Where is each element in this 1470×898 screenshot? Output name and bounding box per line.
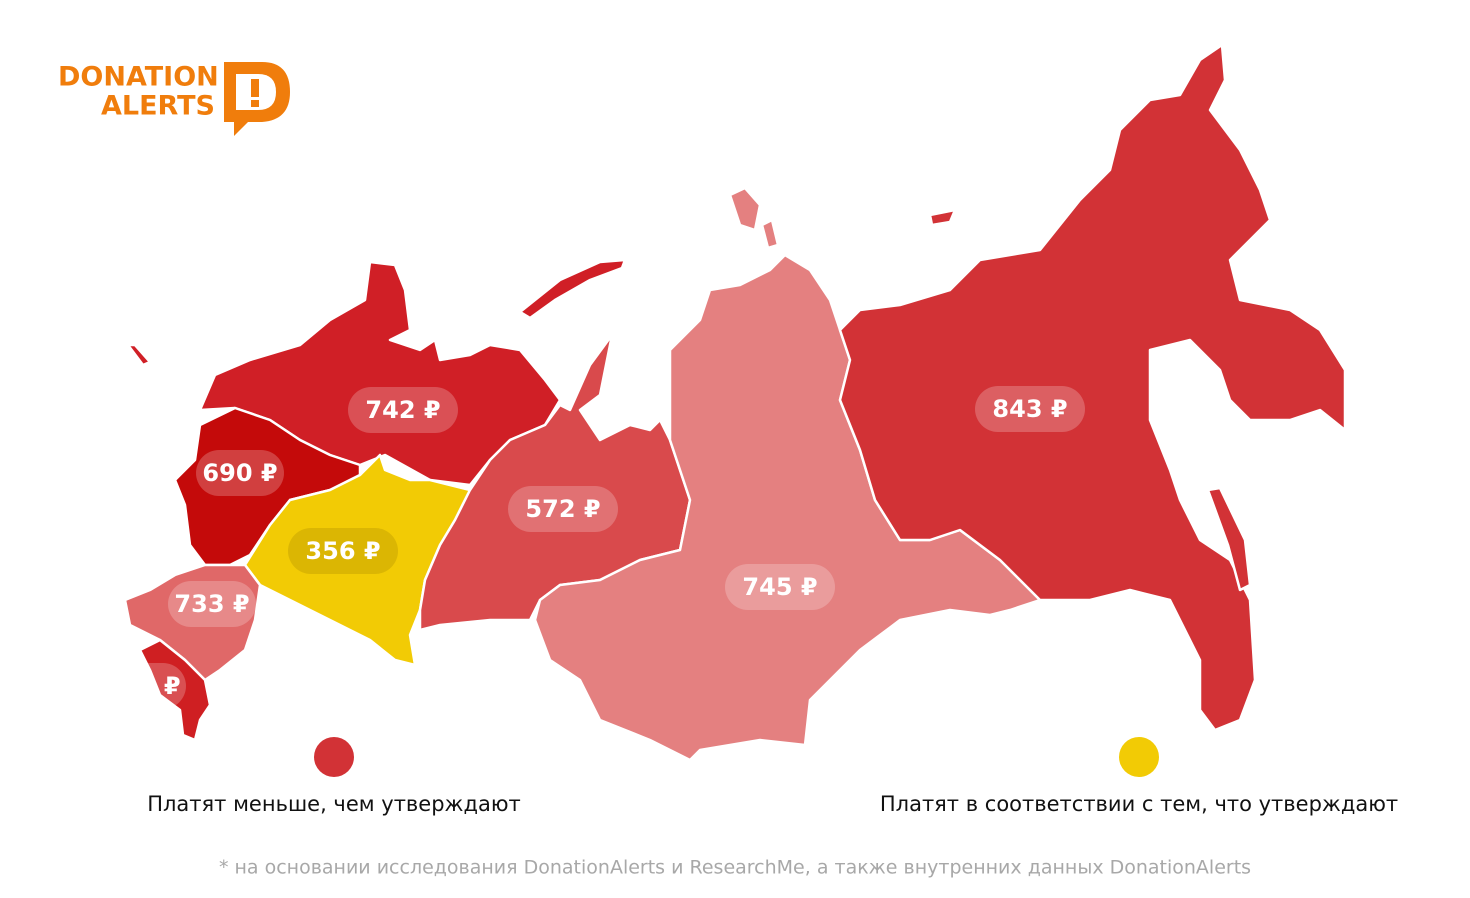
region (126, 343, 152, 367)
region-label: 569 ₽ (105, 672, 180, 700)
logo-icon (251, 79, 259, 97)
region-label: 572 ₽ (525, 495, 600, 523)
label-pill (288, 528, 398, 574)
logo-text: ALERTS (101, 91, 215, 122)
label-pill (100, 663, 186, 709)
region-label: 690 ₽ (202, 459, 277, 487)
label-pill (508, 486, 618, 532)
region (928, 208, 957, 227)
legend-swatch (1119, 737, 1159, 777)
region (1206, 486, 1252, 592)
footnote: * на основании исследования DonationAler… (219, 857, 1251, 879)
label-pill (168, 581, 256, 627)
label-pill (348, 387, 458, 433)
region (728, 186, 762, 232)
region (838, 43, 1347, 732)
logo: DONATION ALERTS (58, 62, 290, 136)
legend: Платят меньше, чем утверждают Платят в со… (147, 737, 1398, 816)
region-label: 356 ₽ (305, 537, 380, 565)
region-label: 843 ₽ (992, 395, 1067, 423)
region (533, 253, 1042, 762)
logo-icon (251, 100, 259, 107)
logo-text: DONATION (58, 62, 219, 93)
region (138, 638, 212, 742)
label-pill (196, 450, 284, 496)
legend-swatch (314, 737, 354, 777)
legend-label: Платят в соответствии с тем, что утвержд… (880, 792, 1398, 816)
region-label: 745 ₽ (742, 573, 817, 601)
map: 742 ₽ 690 ₽ 356 ₽ 733 ₽ 569 ₽ 572 ₽ 745 ₽ 843 ₽ (100, 43, 1347, 762)
region (518, 258, 627, 320)
label-pill (975, 386, 1085, 432)
legend-label: Платят меньше, чем утверждают (147, 792, 521, 816)
label-pill (725, 564, 835, 610)
region-label: 733 ₽ (174, 590, 249, 618)
region-label: 742 ₽ (365, 396, 440, 424)
region (760, 218, 780, 250)
